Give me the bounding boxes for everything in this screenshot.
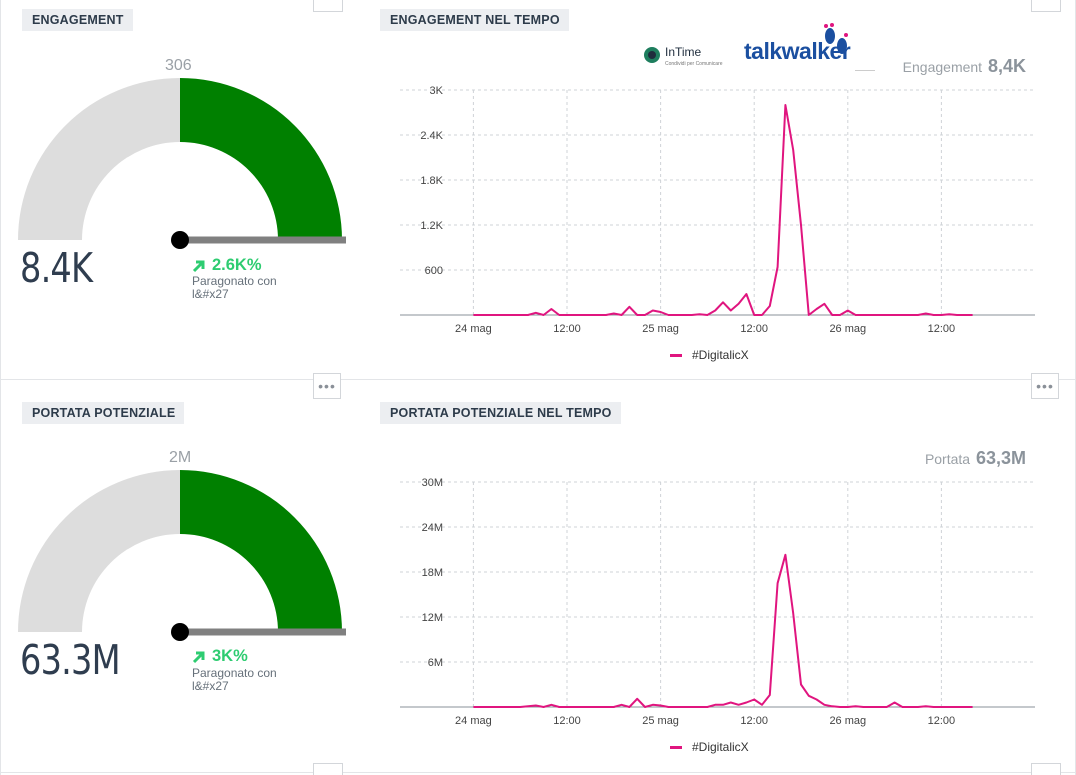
total-stat-label: Portata xyxy=(924,451,971,467)
chart-legend[interactable]: #DigitalicX xyxy=(670,348,749,362)
legend-label: #DigitalicX xyxy=(692,348,749,362)
y-tick-label: 12M xyxy=(422,612,443,624)
widget-title: ENGAGEMENT NEL TEMPO xyxy=(380,9,569,31)
widget-title: PORTATA POTENZIALE xyxy=(22,402,185,424)
widget-menu-button[interactable]: ••• xyxy=(313,373,341,399)
gauge-value: 8.4K xyxy=(20,244,93,292)
gauge-max-label: 306 xyxy=(165,57,192,74)
gauge-chart xyxy=(18,470,346,641)
x-tick-label: 12:00 xyxy=(553,715,581,727)
x-tick-label: 12:00 xyxy=(928,715,956,727)
x-tick-label: 12:00 xyxy=(740,715,768,727)
comparison-text: Paragonato con l&#x27 xyxy=(192,275,277,301)
delta-indicator: 2.6K% xyxy=(192,256,262,275)
gauge-fill xyxy=(180,78,342,240)
series-line xyxy=(473,553,973,708)
gauge-pivot xyxy=(171,231,189,249)
y-tick-label: 24M xyxy=(422,522,443,534)
y-tick-label: 30M xyxy=(422,477,443,489)
delta-value: 2.6K% xyxy=(212,256,262,274)
gauge-pivot xyxy=(171,623,189,641)
engagement-line-chart: 600 1.2K 1.8K 2.4K 3K 24 mag 12:00 25 mag 12:00 2… xyxy=(400,85,1035,335)
legend-swatch xyxy=(670,353,682,357)
y-tick-label: 2.4K xyxy=(420,130,443,142)
logo-divider xyxy=(855,70,875,71)
chart-legend[interactable]: #DigitalicX xyxy=(670,740,749,754)
x-tick-label: 25 mag xyxy=(642,715,679,727)
total-stat-value: 63,3M xyxy=(975,448,1026,468)
gauge-chart xyxy=(18,78,346,249)
intime-logo-tagline: Condividi per Comunicare xyxy=(665,61,723,67)
comparison-text: Paragonato con l&#x27 xyxy=(192,667,277,693)
gauge-fill xyxy=(180,470,342,632)
delta-indicator: 3K% xyxy=(192,647,248,666)
x-tick-label: 26 mag xyxy=(829,715,866,727)
x-tick-label: 12:00 xyxy=(553,323,581,335)
total-stat: Engagement 8,4K xyxy=(903,56,1026,77)
x-tick-label: 24 mag xyxy=(455,715,492,727)
more-button-top-right[interactable] xyxy=(1031,0,1061,12)
total-stat-label: Engagement xyxy=(902,59,983,75)
legend-label: #DigitalicX xyxy=(692,740,749,754)
widget-menu-button[interactable]: ••• xyxy=(1031,373,1059,399)
y-tick-label: 3K xyxy=(430,85,444,97)
gauge-track xyxy=(18,78,180,240)
intime-logo: InTime Condividi per Comunicare xyxy=(643,43,723,67)
y-tick-label: 6M xyxy=(428,657,443,669)
y-tick-label: 600 xyxy=(425,265,443,277)
y-tick-label: 1.8K xyxy=(420,175,443,187)
more-button-top-left[interactable] xyxy=(313,0,343,12)
x-tick-label: 26 mag xyxy=(829,323,866,335)
x-tick-label: 12:00 xyxy=(740,323,768,335)
x-tick-label: 24 mag xyxy=(455,323,492,335)
row-divider xyxy=(0,379,1076,380)
gauge-max-label: 2M xyxy=(169,449,192,466)
intime-logo-mark xyxy=(644,47,660,63)
x-tick-label: 12:00 xyxy=(928,323,956,335)
arrow-up-right-icon xyxy=(192,260,205,272)
widget-title: PORTATA POTENZIALE NEL TEMPO xyxy=(380,402,621,424)
panel-divider-left xyxy=(0,0,1,775)
total-stat-value: 8,4K xyxy=(987,56,1026,76)
more-button-bottom-right[interactable] xyxy=(1031,763,1061,775)
gauge-value: 63.3M xyxy=(20,636,121,684)
intime-logo-name: InTime xyxy=(665,45,702,59)
series-line xyxy=(473,104,973,316)
more-button-bottom-left[interactable] xyxy=(313,763,343,775)
x-tick-label: 25 mag xyxy=(642,323,679,335)
row-divider-bottom xyxy=(0,772,1076,773)
gauge-track xyxy=(18,470,180,632)
delta-value: 3K% xyxy=(212,647,248,665)
y-tick-label: 1.2K xyxy=(420,220,443,232)
widget-title: ENGAGEMENT xyxy=(22,9,133,31)
footprint-icon xyxy=(824,23,848,54)
arrow-up-right-icon xyxy=(192,651,205,663)
legend-swatch xyxy=(670,745,682,749)
reach-line-chart: 6M 12M 18M 24M 30M 24 mag 12:00 25 mag 12:00 26 m… xyxy=(400,477,1035,727)
y-tick-label: 18M xyxy=(422,567,443,579)
total-stat: Portata 63,3M xyxy=(925,448,1026,469)
